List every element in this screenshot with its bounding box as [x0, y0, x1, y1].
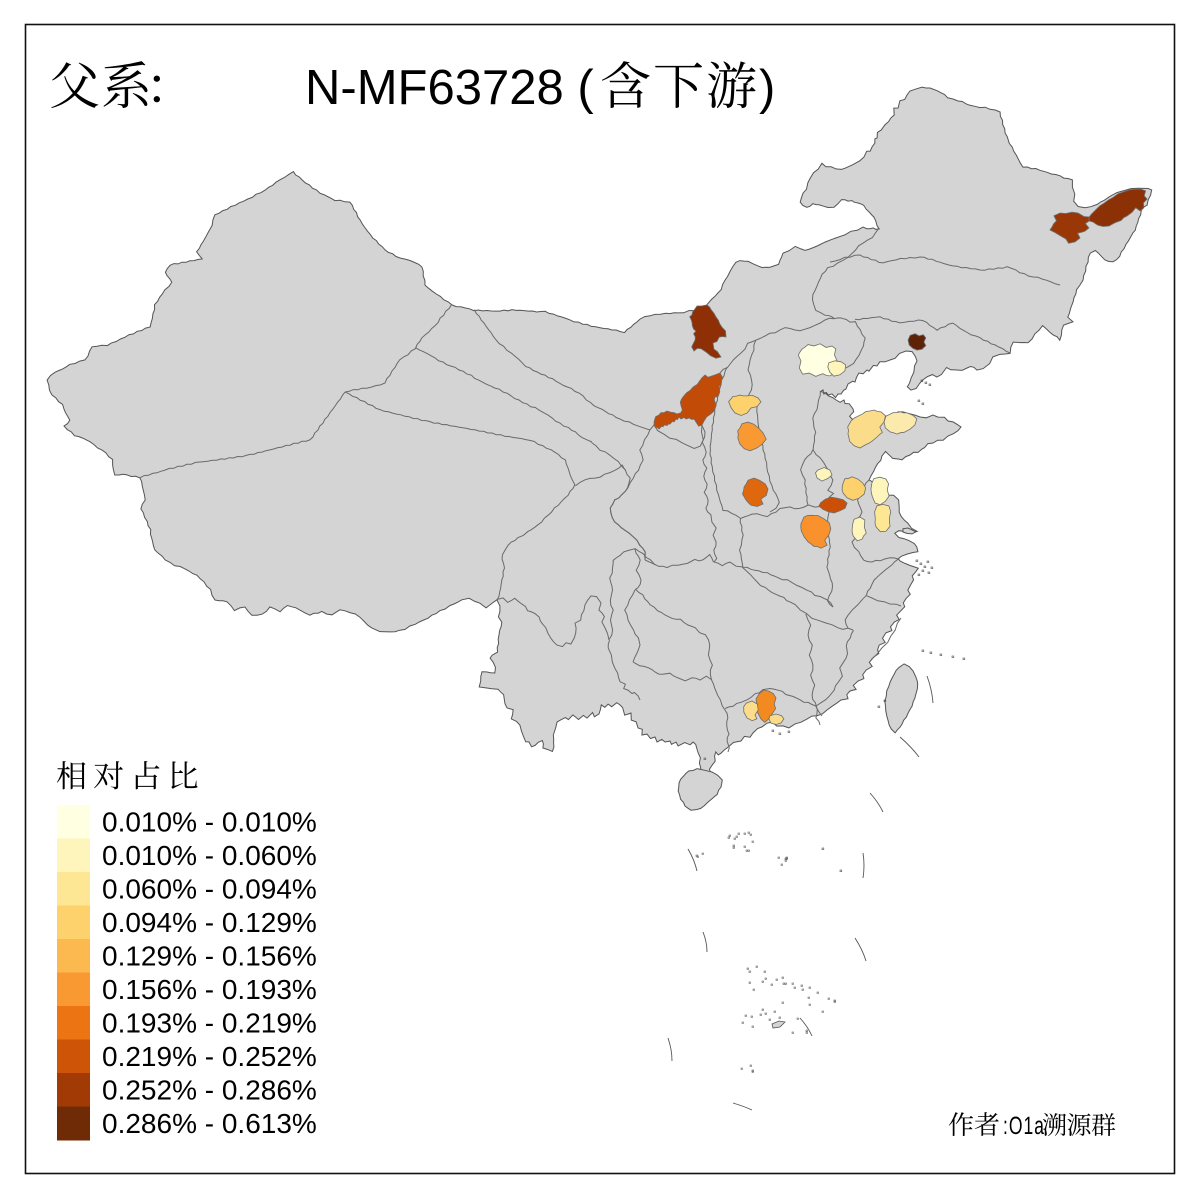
svg-text:0.010% - 0.060%: 0.010% - 0.060% — [102, 840, 317, 871]
svg-text:0.193% - 0.219%: 0.193% - 0.219% — [102, 1008, 317, 1039]
svg-text:0.156% - 0.193%: 0.156% - 0.193% — [102, 974, 317, 1005]
svg-text:0.286% - 0.613%: 0.286% - 0.613% — [102, 1108, 317, 1139]
svg-text:N-MF63728 (: N-MF63728 ( — [305, 61, 594, 115]
svg-text:0.060% - 0.094%: 0.060% - 0.094% — [102, 874, 317, 905]
svg-text:0.129% - 0.156%: 0.129% - 0.156% — [102, 941, 317, 972]
svg-text:0.010% - 0.010%: 0.010% - 0.010% — [102, 807, 317, 838]
svg-text:0.252% - 0.286%: 0.252% - 0.286% — [102, 1075, 317, 1106]
svg-text:0.219% - 0.252%: 0.219% - 0.252% — [102, 1041, 317, 1072]
svg-text:): ) — [759, 61, 775, 115]
svg-text:0.094% - 0.129%: 0.094% - 0.129% — [102, 907, 317, 938]
